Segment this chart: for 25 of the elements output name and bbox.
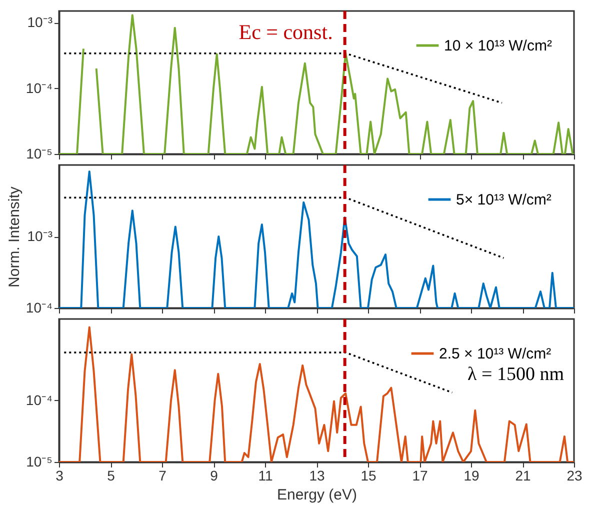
ref-line-label: Ec = const. [238, 20, 333, 44]
x-tick-label: 11 [258, 468, 273, 484]
x-tick-label: 5 [107, 468, 116, 484]
y-tick-label: 10⁻⁴ [26, 300, 52, 316]
x-tick-label: 9 [210, 468, 218, 484]
y-tick-label: 10⁻⁵ [26, 146, 52, 162]
y-tick-label: 10⁻⁴ [26, 80, 52, 96]
y-tick-label: 10⁻⁵ [26, 454, 52, 470]
x-tick-label: 23 [566, 468, 582, 484]
x-tick-label: 21 [515, 468, 531, 484]
x-tick-label: 17 [412, 468, 428, 484]
x-tick-label: 13 [309, 468, 325, 484]
y-tick-label: 10⁻³ [27, 228, 53, 244]
x-tick-label: 15 [360, 468, 376, 484]
legend-label: 5× 10¹³ W/cm² [456, 192, 552, 208]
x-tick-label: 7 [158, 468, 167, 484]
x-tick-label: 19 [464, 468, 480, 484]
y-tick-label: 10⁻⁴ [26, 392, 52, 408]
y-axis-title: Norm. Intensity [6, 186, 23, 288]
annotation: λ = 1500 nm [468, 364, 564, 385]
legend-label: 10 × 10¹³ W/cm² [444, 38, 552, 54]
x-axis-title: Energy (eV) [276, 486, 358, 504]
y-tick-label: 10⁻³ [27, 14, 53, 30]
legend-label: 2.5 × 10¹³ W/cm² [439, 346, 552, 362]
x-tick-label: 3 [56, 468, 64, 484]
